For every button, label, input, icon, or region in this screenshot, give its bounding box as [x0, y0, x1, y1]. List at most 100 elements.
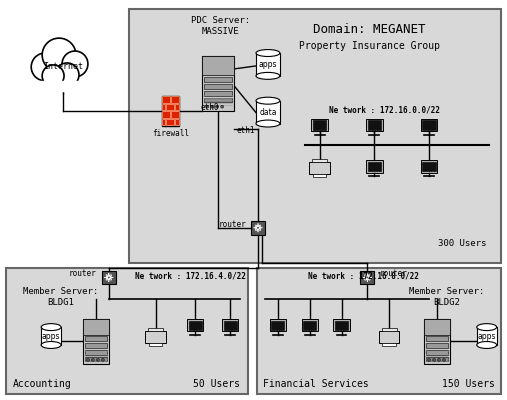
Bar — [421, 118, 438, 131]
Bar — [204, 98, 232, 102]
Bar — [7, 268, 248, 394]
Bar — [148, 328, 163, 331]
Bar — [368, 162, 381, 171]
Text: 300 Users: 300 Users — [439, 239, 487, 248]
Bar — [313, 120, 327, 130]
Bar — [171, 96, 179, 103]
Bar — [256, 53, 280, 76]
Bar — [204, 84, 232, 89]
Bar — [360, 270, 374, 284]
Text: Property Insurance Group: Property Insurance Group — [299, 41, 440, 51]
Text: Accounting: Accounting — [13, 379, 72, 389]
Bar — [424, 319, 450, 335]
Circle shape — [443, 358, 446, 361]
Ellipse shape — [256, 120, 280, 127]
Bar — [366, 160, 383, 173]
Bar — [204, 77, 232, 82]
Bar — [202, 56, 234, 75]
Text: eth1: eth1 — [236, 126, 255, 135]
Circle shape — [96, 358, 99, 361]
Bar — [426, 350, 448, 355]
Text: Member Server:
BLDG2: Member Server: BLDG2 — [409, 287, 485, 307]
Circle shape — [221, 105, 224, 108]
Text: PDC Server:
MASSIVE: PDC Server: MASSIVE — [191, 16, 250, 36]
Bar — [166, 104, 174, 110]
Text: 50 Users: 50 Users — [193, 379, 240, 389]
Bar — [166, 118, 174, 125]
Bar — [41, 327, 61, 345]
Bar — [256, 101, 280, 124]
Text: Ne twork : 172.16.4.0/22: Ne twork : 172.16.4.0/22 — [135, 272, 246, 280]
Bar — [85, 336, 107, 341]
Text: firewall: firewall — [152, 128, 189, 138]
Bar — [477, 327, 497, 345]
Bar — [162, 118, 165, 125]
Bar — [83, 319, 109, 335]
Bar — [366, 118, 383, 131]
Bar — [313, 174, 327, 178]
Ellipse shape — [41, 342, 61, 348]
Circle shape — [215, 105, 219, 108]
Bar — [309, 162, 330, 174]
Ellipse shape — [477, 342, 497, 348]
Bar — [102, 270, 116, 284]
Text: router: router — [379, 268, 407, 278]
Bar — [187, 319, 203, 331]
Bar — [334, 319, 350, 331]
Bar — [379, 331, 400, 343]
Text: apps: apps — [42, 332, 60, 340]
Bar — [175, 118, 179, 125]
Bar — [85, 350, 107, 355]
Circle shape — [55, 63, 79, 87]
Bar — [382, 328, 397, 331]
Bar — [311, 118, 328, 131]
Text: Ne twork : 172.16.8.0/22: Ne twork : 172.16.8.0/22 — [308, 272, 419, 280]
Text: Internet: Internet — [43, 62, 83, 72]
Circle shape — [42, 65, 64, 87]
Text: Member Server:
BLDG1: Member Server: BLDG1 — [23, 287, 99, 307]
Ellipse shape — [256, 72, 280, 79]
Bar — [312, 159, 327, 162]
Bar — [382, 343, 396, 346]
Bar — [149, 343, 162, 346]
Bar — [146, 331, 166, 343]
Bar — [129, 9, 500, 262]
Circle shape — [438, 358, 441, 361]
Text: Financial Services: Financial Services — [263, 379, 369, 389]
Ellipse shape — [477, 324, 497, 330]
Ellipse shape — [41, 324, 61, 330]
Text: router: router — [69, 268, 97, 278]
Bar — [222, 319, 238, 331]
Text: Domain: MEGANET: Domain: MEGANET — [313, 23, 425, 36]
Circle shape — [211, 105, 214, 108]
Bar — [335, 321, 348, 330]
Bar — [251, 221, 265, 235]
Bar — [189, 321, 202, 330]
Text: eth0: eth0 — [200, 103, 219, 112]
Ellipse shape — [256, 97, 280, 104]
Bar — [85, 357, 107, 361]
Bar — [426, 336, 448, 341]
Bar — [303, 321, 316, 330]
Circle shape — [91, 358, 94, 361]
Ellipse shape — [256, 50, 280, 56]
Circle shape — [432, 358, 436, 361]
Circle shape — [101, 358, 104, 361]
Bar — [422, 120, 436, 130]
Bar — [171, 111, 179, 118]
Bar — [162, 104, 165, 110]
Bar — [162, 96, 170, 103]
Bar — [368, 120, 381, 130]
Circle shape — [86, 358, 89, 361]
Bar — [83, 319, 109, 364]
Text: apps: apps — [478, 332, 496, 340]
Circle shape — [206, 105, 209, 108]
Bar — [421, 160, 438, 173]
Bar — [257, 268, 500, 394]
Bar — [85, 343, 107, 348]
Bar — [162, 96, 179, 126]
Text: 150 Users: 150 Users — [442, 379, 495, 389]
Bar — [202, 56, 234, 111]
Text: Ne twork : 172.16.0.0/22: Ne twork : 172.16.0.0/22 — [329, 106, 440, 115]
Circle shape — [62, 51, 88, 77]
